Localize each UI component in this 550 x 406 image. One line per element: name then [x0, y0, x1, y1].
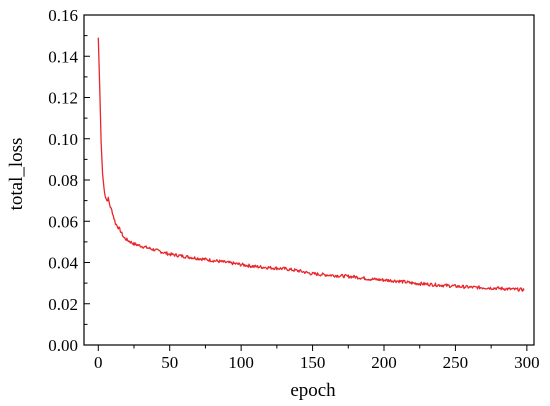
plot-area	[83, 14, 535, 346]
x-tick-label: 300	[514, 353, 540, 372]
y-axis-ticks: 0.00 0.02 0.04 0.06 0.08 0.10 0.12 0.14 0.16	[48, 6, 90, 355]
y-tick-label: 0.14	[48, 47, 78, 66]
y-tick-label: 0.12	[48, 89, 78, 108]
x-tick-label: 50	[161, 353, 178, 372]
x-tick-label: 0	[94, 353, 103, 372]
x-tick-label: 200	[371, 353, 397, 372]
x-axis-title: epoch	[290, 380, 336, 401]
y-tick-label: 0.08	[48, 171, 78, 190]
y-tick-label: 0.10	[48, 130, 78, 149]
series-line-0	[97, 37, 525, 292]
x-tick-label: 100	[228, 353, 254, 372]
plot-frame	[83, 14, 535, 346]
y-tick-label: 0.00	[48, 336, 78, 355]
series-layer	[97, 37, 525, 292]
y-axis-title: total_loss	[6, 138, 27, 211]
y-tick-label: 0.04	[48, 254, 78, 273]
x-axis-ticks: 0 50 100 150 200 250 300	[94, 345, 540, 372]
y-tick-label: 0.06	[48, 212, 78, 231]
y-tick-label: 0.16	[48, 6, 78, 25]
y-tick-label: 0.02	[48, 295, 78, 314]
x-tick-label: 150	[300, 353, 326, 372]
x-tick-label: 250	[443, 353, 469, 372]
